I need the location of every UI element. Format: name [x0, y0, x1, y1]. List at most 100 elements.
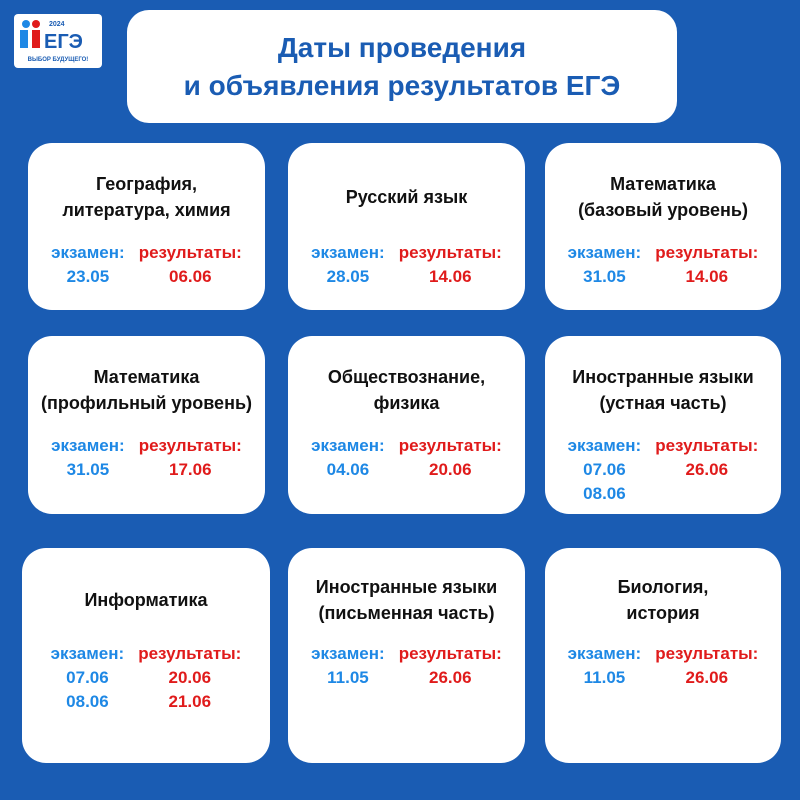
- card: Информатика экзамен: 07.06 08.06 результаты:…: [22, 548, 270, 763]
- subject: География, литература, химия: [28, 153, 265, 241]
- dates: экзамен: 31.05 результаты: 14.06: [545, 241, 781, 289]
- exam-label: экзамен:: [311, 644, 385, 663]
- results-label: результаты:: [398, 436, 502, 455]
- subject-line: (профильный уровень): [40, 393, 253, 413]
- card: Иностранные языки (письменная часть) экзам…: [288, 548, 525, 763]
- exam-column: экзамен: 07.06 08.06: [51, 642, 125, 714]
- exam-date: 08.06: [583, 484, 626, 503]
- dates: экзамен: 28.05 результаты: 14.06: [288, 241, 525, 289]
- exam-date: 07.06: [583, 460, 626, 479]
- subject: Математика (базовый уровень): [545, 153, 781, 241]
- exam-label: экзамен:: [311, 243, 385, 262]
- exam-date: 28.05: [326, 267, 370, 286]
- subject-line: литература, химия: [62, 200, 231, 220]
- results-label: результаты:: [138, 644, 242, 663]
- exam-date: 31.05: [583, 267, 626, 286]
- exam-column: экзамен: 31.05: [51, 434, 125, 482]
- results-date: 14.06: [685, 267, 729, 286]
- exam-date: 07.06: [66, 668, 109, 687]
- logo-name: ЕГЭ: [44, 31, 83, 53]
- results-label: результаты:: [655, 644, 759, 663]
- results-column: результаты: 20.06 21.06: [138, 642, 241, 714]
- dates: экзамен: 11.05 результаты: 26.06: [545, 642, 781, 690]
- results-label: результаты:: [655, 436, 759, 455]
- results-date: 26.06: [685, 460, 729, 479]
- subject-line: история: [626, 603, 700, 623]
- exam-column: экзамен: 28.05: [311, 241, 385, 289]
- results-column: результаты: 06.06: [139, 241, 242, 289]
- dates: экзамен: 11.05 результаты: 26.06: [288, 642, 525, 690]
- subject-line: Информатика: [84, 590, 208, 610]
- exam-label: экзамен:: [50, 644, 125, 663]
- exam-column: экзамен: 04.06: [311, 434, 385, 482]
- exam-label: экзамен:: [567, 436, 642, 455]
- logo-icon: 2024 ЕГЭ ВЫБОР БУДУЩЕГО!: [20, 20, 89, 63]
- exam-column: экзамен: 31.05: [568, 241, 642, 289]
- results-column: результаты: 17.06: [139, 434, 242, 482]
- subject-line: Иностранные языки: [315, 577, 498, 597]
- title-line: Даты проведения: [277, 31, 527, 63]
- card: Иностранные языки (устная часть) экзамен: 0…: [545, 336, 781, 514]
- subject: Иностранные языки (устная часть): [545, 346, 781, 434]
- results-date: 06.06: [169, 267, 212, 286]
- logo-year: 2024: [49, 21, 65, 28]
- subject: Обществознание, физика: [288, 346, 525, 434]
- dates: экзамен: 04.06 результаты: 20.06: [288, 434, 525, 482]
- results-column: результаты: 14.06: [655, 241, 758, 289]
- subject-line: Биология,: [617, 577, 709, 597]
- subject-line: (письменная часть): [318, 603, 495, 623]
- exam-column: экзамен: 11.05: [568, 642, 642, 690]
- exam-date: 08.06: [66, 692, 109, 711]
- dates: экзамен: 31.05 результаты: 17.06: [28, 434, 265, 482]
- subject-line: (устная часть): [599, 393, 727, 413]
- card: Обществознание, физика экзамен: 04.06 резуль…: [288, 336, 525, 514]
- results-column: результаты: 14.06: [399, 241, 502, 289]
- exam-date: 11.05: [327, 668, 369, 687]
- dates: экзамен: 23.05 результаты: 06.06: [28, 241, 265, 289]
- subject: Биология, история: [545, 558, 781, 642]
- results-date: 20.06: [168, 668, 212, 687]
- card: Биология, история экзамен: 11.05 результаты:…: [545, 548, 781, 763]
- results-column: результаты: 26.06: [399, 642, 502, 690]
- exam-date: 04.06: [326, 460, 370, 479]
- results-column: результаты: 26.06: [655, 642, 758, 690]
- exam-label: экзамен:: [567, 644, 642, 663]
- dates: экзамен: 07.06 08.06 результаты: 20.06 21.06: [22, 642, 270, 714]
- title-line: и объявления результатов ЕГЭ: [183, 69, 621, 101]
- title-box: Даты проведения и объявления результатов…: [127, 10, 677, 123]
- card: Математика (профильный уровень) экзамен: 31…: [28, 336, 265, 514]
- exam-label: экзамен:: [311, 436, 385, 455]
- results-label: результаты:: [655, 243, 759, 262]
- exam-date: 31.05: [66, 460, 110, 479]
- exam-label: экзамен:: [51, 243, 125, 262]
- subject: Информатика: [22, 558, 270, 642]
- subject-line: физика: [373, 393, 440, 413]
- subject-line: Иностранные языки: [572, 367, 754, 387]
- exam-label: экзамен:: [51, 436, 125, 455]
- subject: Иностранные языки (письменная часть): [288, 558, 525, 642]
- exam-column: экзамен: 07.06 08.06: [568, 434, 642, 506]
- exam-column: экзамен: 23.05: [51, 241, 125, 289]
- results-label: результаты:: [138, 243, 242, 262]
- results-column: результаты: 20.06: [399, 434, 502, 482]
- subject: Русский язык: [288, 153, 525, 241]
- subject-line: (базовый уровень): [578, 200, 748, 220]
- results-column: результаты: 26.06: [655, 434, 758, 506]
- exam-label: экзамен:: [567, 243, 642, 262]
- results-date: 20.06: [429, 460, 472, 479]
- logo-slogan: ВЫБОР БУДУЩЕГО!: [28, 57, 89, 63]
- exam-column: экзамен: 11.05: [311, 642, 385, 690]
- results-date: 21.06: [168, 692, 212, 711]
- results-label: результаты:: [138, 436, 242, 455]
- card: География, литература, химия экзамен: 23.05…: [28, 143, 265, 310]
- subject-line: География,: [95, 174, 198, 194]
- results-date: 17.06: [169, 460, 212, 479]
- subject-line: Математика: [93, 367, 200, 387]
- subject-line: Русский язык: [345, 187, 468, 207]
- subject: Математика (профильный уровень): [28, 346, 265, 434]
- subject-line: Математика: [610, 174, 716, 194]
- results-label: результаты:: [398, 243, 502, 262]
- results-label: результаты:: [398, 644, 502, 663]
- card: Математика (базовый уровень) экзамен: 31.05…: [545, 143, 781, 310]
